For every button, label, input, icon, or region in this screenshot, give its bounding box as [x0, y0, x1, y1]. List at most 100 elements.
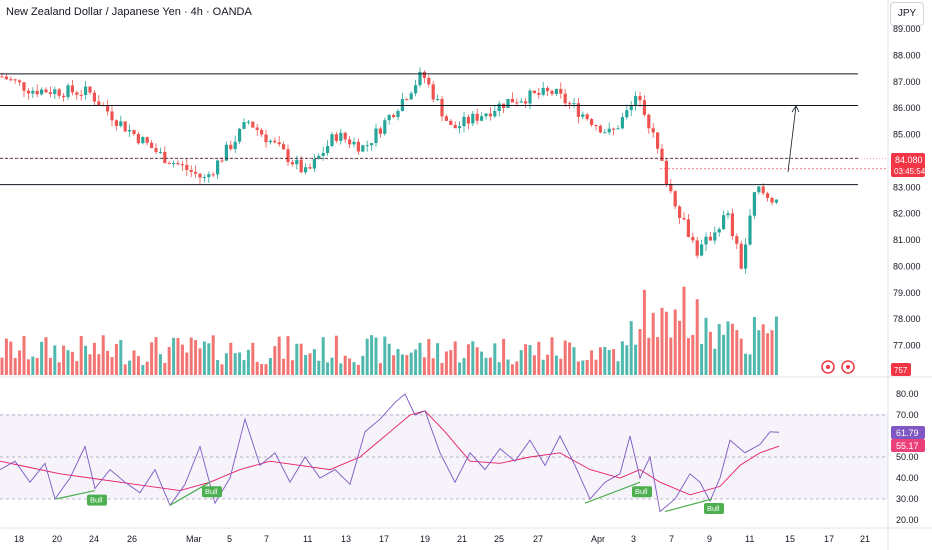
- candle-body: [748, 215, 752, 245]
- candle-body: [132, 130, 136, 135]
- candle-body: [53, 89, 57, 95]
- volume-bar: [730, 323, 734, 375]
- currency-button[interactable]: JPY: [890, 2, 924, 26]
- candle-body: [634, 96, 638, 106]
- volume-bar: [550, 337, 554, 375]
- candle-body: [9, 79, 13, 81]
- candle-body: [422, 71, 426, 78]
- volume-bar: [607, 349, 611, 375]
- bull-badge: [202, 486, 222, 498]
- volume-bar: [339, 363, 343, 375]
- volume-bar: [365, 338, 369, 375]
- volume-bar: [299, 343, 303, 375]
- candle-body: [246, 121, 250, 123]
- candle-body: [13, 79, 17, 81]
- volume-bar: [145, 361, 149, 375]
- volume-bar: [554, 355, 558, 375]
- volume-bar: [233, 353, 237, 375]
- candle-body: [0, 76, 4, 78]
- candle-body: [642, 100, 646, 115]
- volume-badge: [891, 363, 911, 376]
- candle-body: [449, 120, 453, 125]
- volume-bar: [229, 342, 233, 375]
- candle-body: [339, 132, 343, 141]
- candle-body: [48, 92, 52, 95]
- volume-bar: [673, 309, 677, 375]
- volume-bar: [57, 362, 61, 375]
- volume-bar: [669, 337, 673, 375]
- candle-body: [607, 128, 611, 133]
- volume-bar: [625, 345, 629, 375]
- candle-body: [361, 145, 365, 152]
- volume-bar: [295, 343, 299, 375]
- candle-body: [365, 145, 369, 147]
- volume-bar: [31, 356, 35, 375]
- candle-body: [431, 84, 435, 100]
- price-tick-label: 78.000: [893, 314, 921, 324]
- candle-body: [612, 128, 616, 130]
- candle-body: [405, 99, 409, 101]
- volume-bar: [678, 320, 682, 375]
- candle-body: [603, 132, 607, 134]
- volume-bar: [321, 337, 325, 375]
- price-tick-label: 83.000: [893, 182, 921, 192]
- candle-body: [616, 128, 620, 130]
- candle-body: [682, 217, 686, 220]
- price-axis: 89.00088.00087.00086.00085.00084.00083.0…: [893, 24, 921, 351]
- candle-body: [475, 113, 479, 121]
- volume-bar: [172, 337, 176, 375]
- candle-body: [334, 134, 338, 141]
- volume-bar: [515, 361, 519, 375]
- volume-bar: [180, 344, 184, 375]
- volume-bar: [154, 337, 158, 375]
- volume-bar: [629, 321, 633, 375]
- bull-divergence-line: [169, 481, 211, 506]
- time-tick-label: 9: [707, 534, 712, 544]
- rsi-tick-label: 50.00: [896, 452, 919, 462]
- candle-body: [150, 142, 154, 149]
- volume-bar: [480, 351, 484, 375]
- volume-bar: [202, 341, 206, 375]
- candle-body: [673, 191, 677, 207]
- bull-badge: [87, 494, 107, 506]
- volume-bar: [185, 352, 189, 375]
- volume-bar: [268, 358, 272, 375]
- price-tick-label: 77.000: [893, 341, 921, 351]
- price-tick-label: 89.000: [893, 24, 921, 34]
- candle-body: [722, 215, 726, 230]
- candle-body: [273, 140, 277, 143]
- time-tick-label: 15: [785, 534, 795, 544]
- candle-body: [79, 94, 83, 96]
- volume-bar: [312, 349, 316, 375]
- candle-body: [651, 128, 655, 133]
- time-tick-label: 17: [824, 534, 834, 544]
- target-icon[interactable]: [841, 360, 855, 374]
- volume-bar: [246, 349, 250, 375]
- volume-bar: [462, 358, 466, 375]
- volume-bar: [198, 348, 202, 375]
- candle-body: [128, 130, 132, 132]
- volume-bar: [484, 357, 488, 375]
- candle-body: [343, 132, 347, 140]
- candle-body: [766, 193, 770, 198]
- candle-body: [647, 114, 651, 129]
- price-tick-label: 88.000: [893, 50, 921, 60]
- volume-bar: [334, 335, 338, 375]
- candle-body: [717, 229, 721, 233]
- candle-body: [572, 103, 576, 105]
- candle-body: [251, 121, 255, 128]
- target-icon[interactable]: [821, 360, 835, 374]
- candle-body: [370, 143, 374, 146]
- candle-body: [620, 117, 624, 129]
- candle-body: [559, 88, 563, 94]
- volume-bar: [493, 343, 497, 375]
- time-tick-label: 25: [494, 534, 504, 544]
- candle-body: [321, 152, 325, 156]
- time-tick-label: 13: [341, 534, 351, 544]
- candle-body: [75, 92, 79, 95]
- candle-body: [598, 125, 602, 133]
- volume-bar: [748, 354, 752, 375]
- volume-bar: [497, 362, 501, 375]
- projection-arrow-head: [791, 105, 800, 113]
